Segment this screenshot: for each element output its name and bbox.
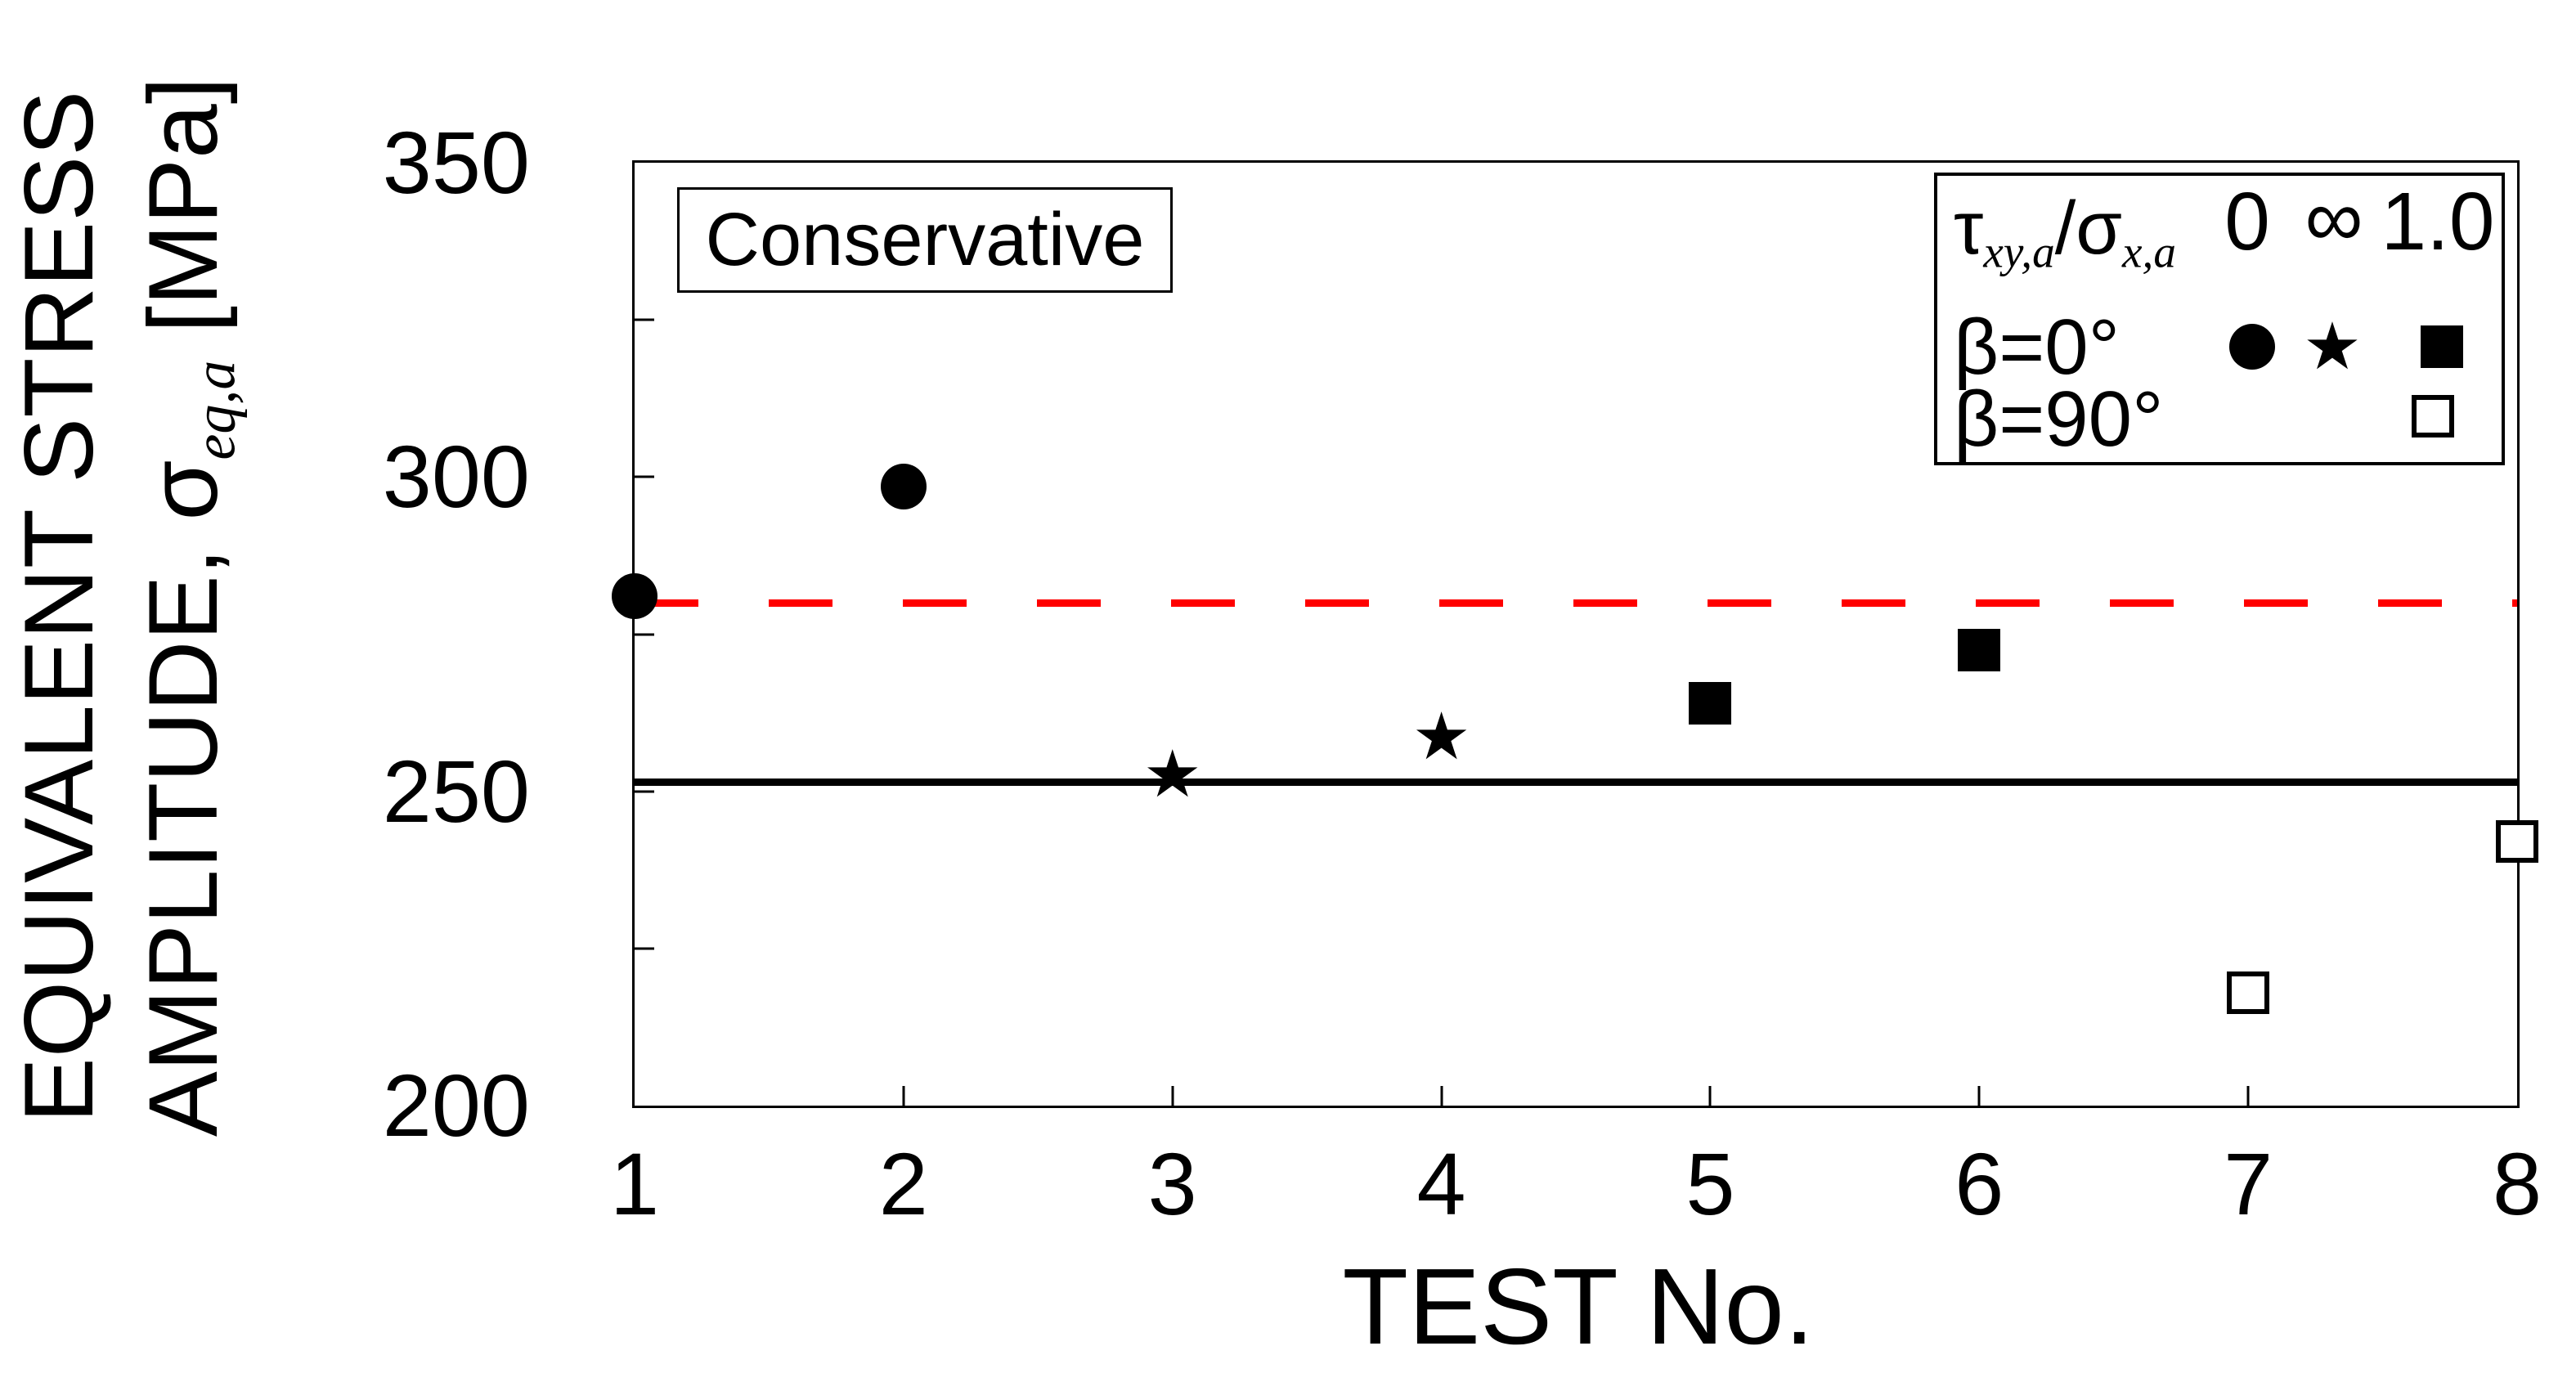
x-tick-label: 7	[2224, 1134, 2273, 1233]
y-tick	[635, 318, 654, 321]
tau-symbol: τ	[1954, 186, 1984, 270]
y-tick	[635, 790, 654, 793]
solid-reference-line	[635, 779, 2517, 787]
legend-ratio-1.0: 1.0	[2381, 176, 2495, 267]
sigma-symbol: σ	[2076, 186, 2123, 270]
plot-area: ★ ★ Conservative τxy,a/σx,a 0 ∞ 1.0 β=0° …	[612, 160, 2538, 1108]
y-tick-label: 300	[382, 427, 530, 527]
x-tick-label: 1	[609, 1134, 660, 1233]
legend-marker-filled-circle-icon	[2229, 324, 2275, 370]
dashed-reference-line	[635, 599, 2517, 608]
x-tick	[1708, 1086, 1712, 1106]
data-point-filled-star: ★	[1142, 738, 1202, 811]
x-tick-label: 6	[1954, 1134, 2004, 1233]
tau-subscript: xy,a	[1983, 227, 2055, 277]
data-point-open-square	[2227, 971, 2270, 1014]
legend-marker-filled-square-icon	[2421, 325, 2463, 368]
sigma-subscript: x,a	[2122, 227, 2176, 277]
legend-label-beta-90: β=90°	[1954, 375, 2164, 463]
annotation-box-conservative: Conservative	[677, 187, 1173, 293]
x-tick	[2246, 1086, 2250, 1106]
y-tick-label: 250	[382, 741, 530, 841]
x-tick-label: 3	[1147, 1134, 1197, 1233]
legend-label-beta-0: β=0°	[1954, 303, 2120, 391]
x-tick	[1171, 1086, 1174, 1106]
x-tick-label: 4	[1416, 1134, 1466, 1233]
x-tick	[902, 1086, 905, 1106]
x-tick	[1440, 1086, 1443, 1106]
y-tick	[635, 633, 654, 635]
legend: τxy,a/σx,a 0 ∞ 1.0 β=0° ★ β=90°	[1934, 173, 2505, 465]
legend-marker-filled-star-icon: ★	[2303, 310, 2362, 383]
legend-header-ratio-formula: τxy,a/σx,a	[1954, 186, 2176, 277]
data-point-filled-circle	[612, 573, 657, 620]
legend-ratio-0: 0	[2224, 176, 2270, 267]
data-point-filled-square	[1689, 682, 1732, 725]
data-point-filled-circle	[880, 463, 927, 509]
legend-marker-open-square-icon	[2412, 395, 2454, 437]
annotation-label: Conservative	[705, 198, 1145, 281]
x-tick-label: 5	[1685, 1134, 1735, 1233]
x-axis-title: TEST No.	[1342, 1246, 1815, 1366]
y-tick-label: 200	[382, 1056, 530, 1155]
x-tick-label: 2	[878, 1134, 928, 1233]
legend-ratio-infinity: ∞	[2304, 173, 2363, 264]
x-tick	[1977, 1086, 1981, 1106]
x-tick-label: 8	[2492, 1134, 2542, 1233]
y-tick	[635, 947, 654, 950]
y-tick	[635, 475, 654, 478]
data-point-open-square	[2496, 820, 2538, 864]
data-point-filled-star: ★	[1411, 700, 1471, 774]
y-tick-label: 350	[382, 113, 530, 212]
data-point-filled-square	[1958, 628, 2001, 671]
